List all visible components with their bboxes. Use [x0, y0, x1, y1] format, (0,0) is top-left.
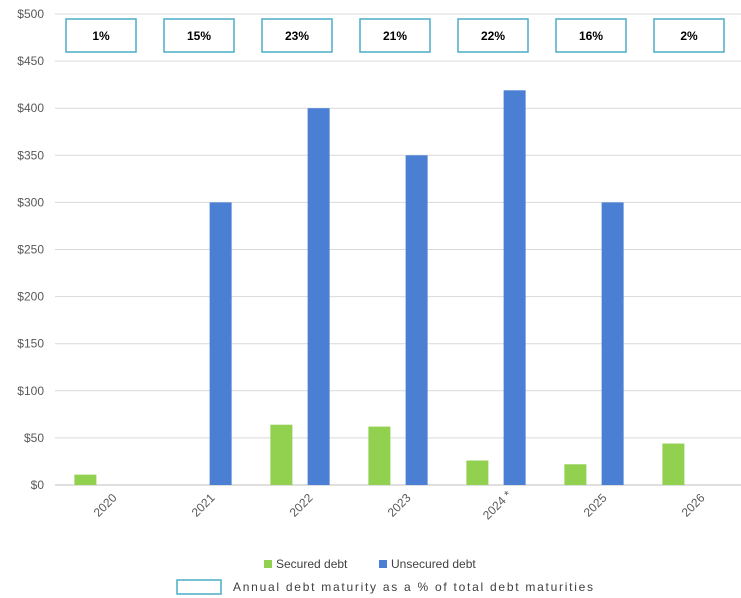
y-tick-label: $200: [17, 290, 44, 304]
bar-secured-debt: [466, 460, 489, 485]
percent-box: [653, 18, 725, 53]
x-tick-label: 2025: [581, 491, 610, 520]
bar-unsecured-debt: [209, 202, 232, 485]
percent-box: [457, 18, 529, 53]
y-tick-label: $150: [17, 337, 44, 351]
y-tick-label: $500: [17, 7, 44, 21]
y-tick-label: $300: [17, 195, 44, 209]
legend: Secured debt Unsecured debt Annual debt …: [176, 557, 593, 595]
legend-swatch-percent-box: [176, 579, 222, 595]
bar-secured-debt: [564, 464, 587, 485]
bar-unsecured-debt: [405, 155, 428, 486]
y-tick-label: $450: [17, 54, 44, 68]
percent-label: 21%: [383, 29, 407, 43]
percent-label: 15%: [187, 29, 211, 43]
percent-label: 2%: [680, 29, 698, 43]
percent-box: [555, 18, 627, 53]
bar-secured-debt: [74, 474, 97, 485]
x-tick-label: 2020: [91, 491, 120, 520]
legend-swatch-unsecured-debt: [379, 560, 387, 568]
x-tick-label: 2023: [385, 491, 414, 520]
y-tick-label: $400: [17, 101, 44, 115]
percent-label: 22%: [481, 29, 505, 43]
bar-secured-debt: [662, 443, 685, 485]
bars: [74, 90, 685, 486]
x-tick-label: 2022: [287, 491, 316, 520]
bar-unsecured-debt: [601, 202, 624, 485]
legend-swatch-secured-debt: [264, 560, 272, 568]
percent-label: 16%: [579, 29, 603, 43]
bar-secured-debt: [270, 424, 293, 485]
y-tick-label: $100: [17, 384, 44, 398]
x-tick-label: 2024 *: [480, 488, 515, 523]
x-tick-label: 2021: [189, 491, 218, 520]
bar-unsecured-debt: [503, 90, 526, 485]
percent-label: 1%: [92, 29, 110, 43]
x-axis: 2020 2021 2022 2023 2024 * 2025 2026: [91, 488, 708, 523]
legend-label-unsecured-debt: Unsecured debt: [391, 557, 476, 571]
legend-label-secured-debt: Secured debt: [276, 557, 348, 571]
legend-label-percent-box: Annual debt maturity as a % of total deb…: [233, 580, 593, 594]
y-axis: $0 $50 $100 $150 $200 $250 $300 $350 $400 $450 $50…: [17, 7, 44, 492]
gridlines: [55, 13, 741, 486]
bar-unsecured-debt: [307, 108, 330, 485]
percent-boxes: 1% 15% 23% 21% 22% 16% 2%: [65, 18, 725, 53]
bar-secured-debt: [368, 426, 391, 485]
y-tick-label: $350: [17, 148, 44, 162]
percent-box: [359, 18, 431, 53]
y-tick-label: $250: [17, 243, 44, 257]
y-tick-label: $50: [24, 431, 44, 445]
percent-box: [65, 18, 137, 53]
percent-box: [163, 18, 235, 53]
x-tick-label: 2026: [679, 491, 708, 520]
percent-box: [261, 18, 333, 53]
y-tick-label: $0: [31, 478, 45, 492]
percent-label: 23%: [285, 29, 309, 43]
